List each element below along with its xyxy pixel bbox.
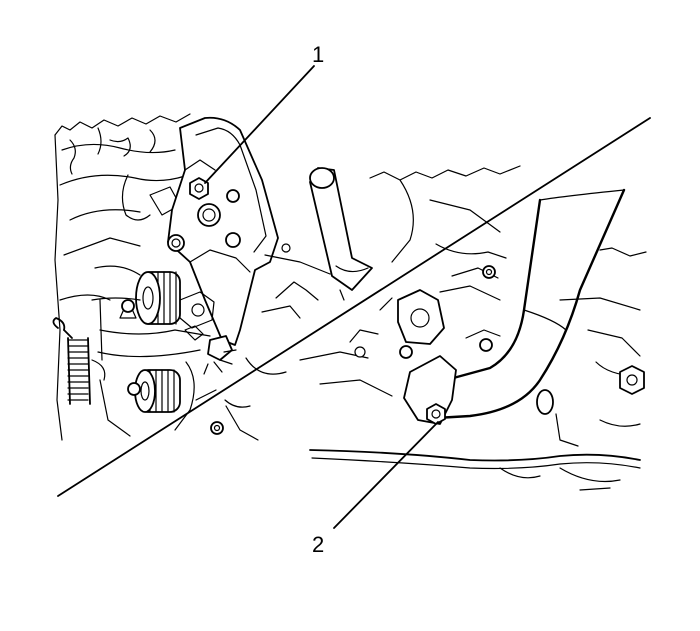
callout-1: 1 (204, 42, 324, 184)
outlet-bolt (426, 403, 446, 425)
left-detail-view (52, 113, 373, 441)
callout-2: 2 (312, 421, 439, 557)
callout-1-label: 1 (312, 42, 324, 67)
crank-pulley-bolt (619, 365, 645, 395)
tensioner-fastener (203, 335, 237, 375)
bracket-bolt (189, 177, 209, 200)
callout-1-leader (204, 65, 315, 184)
idler-pulley-lower (127, 369, 181, 413)
water-outlet-housing (397, 289, 493, 359)
view-divider-line (57, 117, 651, 497)
right-detail-view (299, 165, 647, 491)
idler-pulley-upper (135, 271, 181, 325)
callout-2-label: 2 (312, 532, 324, 557)
callout-2-leader (333, 421, 439, 529)
coiled-hose (52, 317, 106, 405)
breather-tube (309, 167, 373, 301)
